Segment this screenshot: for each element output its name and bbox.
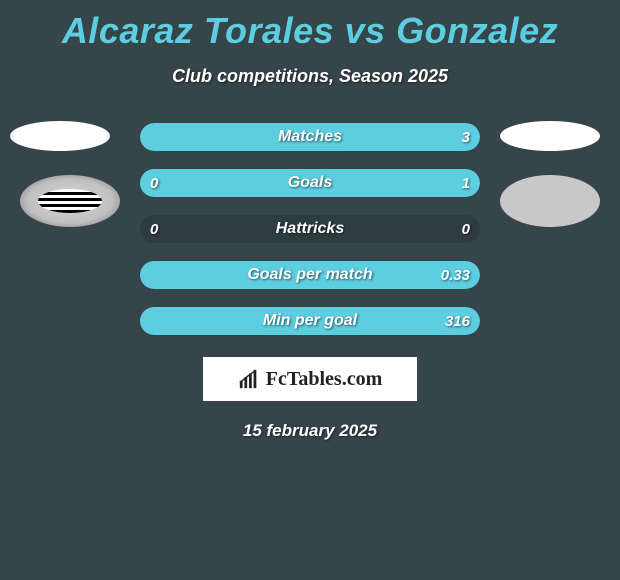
stat-bar: 00Hattricks	[140, 215, 480, 243]
team-logo-left	[20, 175, 120, 227]
page-title: Alcaraz Torales vs Gonzalez	[0, 0, 620, 52]
stat-bar: 316Min per goal	[140, 307, 480, 335]
date-label: 15 february 2025	[0, 421, 620, 441]
stat-label: Goals	[140, 169, 480, 197]
stat-label: Goals per match	[140, 261, 480, 289]
stat-label: Min per goal	[140, 307, 480, 335]
subtitle: Club competitions, Season 2025	[0, 66, 620, 87]
branding-box: FcTables.com	[203, 357, 417, 401]
team-logo-right	[500, 175, 600, 227]
bar-chart-icon	[238, 368, 260, 390]
stat-label: Matches	[140, 123, 480, 151]
comparison-panel: 3Matches 01Goals 00Hattricks 0.33Goals per …	[0, 123, 620, 441]
stat-bar: 01Goals	[140, 169, 480, 197]
stat-bars: 3Matches 01Goals 00Hattricks 0.33Goals per …	[140, 123, 480, 335]
player-avatar-right	[500, 121, 600, 151]
brand-text: FcTables.com	[266, 368, 382, 391]
player-avatar-left	[10, 121, 110, 151]
stat-bar: 3Matches	[140, 123, 480, 151]
stat-bar: 0.33Goals per match	[140, 261, 480, 289]
stat-label: Hattricks	[140, 215, 480, 243]
